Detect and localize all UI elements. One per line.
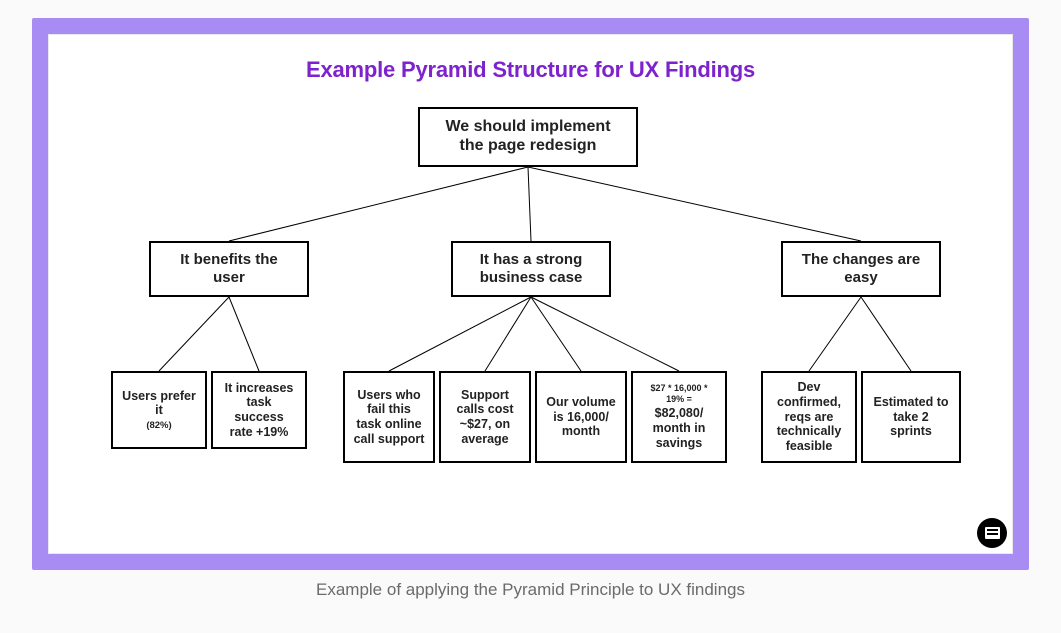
node-subtext: (82%) [146, 420, 171, 431]
node-business-case: It has a strongbusiness case [451, 241, 611, 297]
node-text: Devconfirmed,reqs aretechnicallyfeasible [777, 380, 842, 454]
node-text: $82,080/month insavings [653, 406, 706, 450]
node-text: The changes areeasy [802, 251, 920, 286]
node-root-text: We should implementthe page redesign [445, 118, 610, 156]
node-savings: $27 * 16,000 *19% = $82,080/month insavi… [631, 371, 727, 463]
figure-caption: Example of applying the Pyramid Principl… [32, 580, 1029, 600]
node-text: Users whofail thistask onlinecall suppor… [354, 388, 425, 447]
node-calc-text: $27 * 16,000 *19% = [650, 383, 707, 404]
node-text: It has a strongbusiness case [480, 251, 583, 286]
node-text: Estimated totake 2 sprints [871, 395, 951, 439]
node-text: Supportcalls cost~$27, onaverage [457, 388, 514, 447]
node-dev-confirmed: Devconfirmed,reqs aretechnicallyfeasible [761, 371, 857, 463]
node-text: It benefits theuser [180, 251, 278, 286]
node-text: Users prefer it [121, 389, 197, 419]
figure-container: Example Pyramid Structure for UX Finding… [0, 0, 1061, 608]
slide-title: Example Pyramid Structure for UX Finding… [73, 57, 988, 83]
node-support-cost: Supportcalls cost~$27, onaverage [439, 371, 531, 463]
node-volume: Our volumeis 16,000/month [535, 371, 627, 463]
node-users-prefer: Users prefer it (82%) [111, 371, 207, 449]
tree-canvas: We should implementthe page redesign It … [73, 93, 988, 523]
frame: Example Pyramid Structure for UX Finding… [32, 18, 1029, 570]
node-text: It increasestask successrate +19% [221, 381, 297, 440]
node-benefits-user: It benefits theuser [149, 241, 309, 297]
node-text: Our volumeis 16,000/month [546, 395, 615, 439]
node-changes-easy: The changes areeasy [781, 241, 941, 297]
node-root: We should implementthe page redesign [418, 107, 638, 167]
node-task-success: It increasestask successrate +19% [211, 371, 307, 449]
provider-badge-icon [977, 518, 1007, 548]
node-call-support: Users whofail thistask onlinecall suppor… [343, 371, 435, 463]
slide: Example Pyramid Structure for UX Finding… [48, 34, 1013, 554]
node-two-sprints: Estimated totake 2 sprints [861, 371, 961, 463]
